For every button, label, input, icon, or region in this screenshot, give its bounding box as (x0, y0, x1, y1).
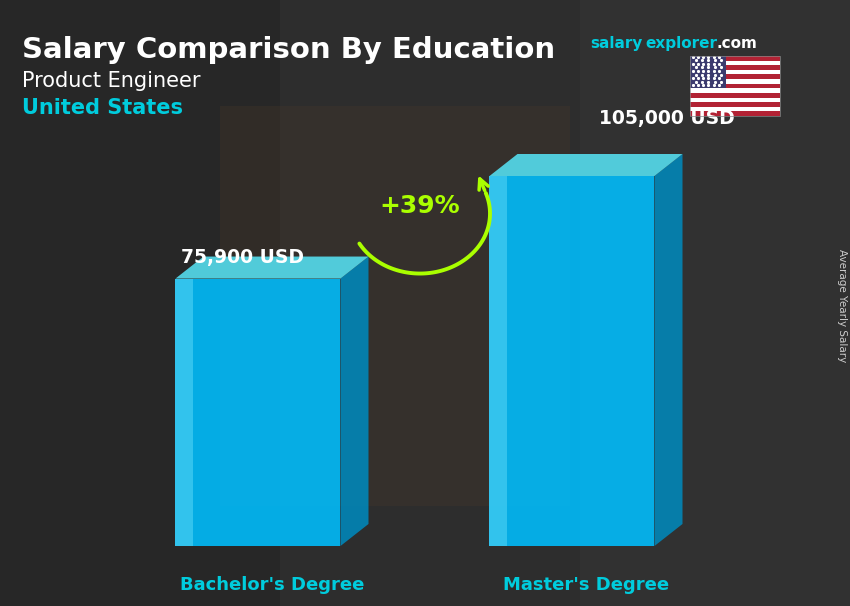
Text: explorer: explorer (645, 36, 717, 51)
Bar (690, 79, 780, 84)
Text: United States: United States (22, 98, 183, 118)
Bar (690, 75, 780, 79)
Text: .com: .com (717, 36, 758, 51)
Bar (690, 102, 780, 107)
Bar (690, 88, 780, 93)
Text: Master's Degree: Master's Degree (503, 576, 669, 594)
Bar (690, 56, 780, 116)
Text: Product Engineer: Product Engineer (22, 71, 201, 91)
Bar (690, 107, 780, 112)
Text: Bachelor's Degree: Bachelor's Degree (180, 576, 364, 594)
Bar (690, 98, 780, 102)
Bar (220, 106, 570, 506)
Bar (690, 112, 780, 116)
Polygon shape (175, 279, 341, 546)
Bar (690, 61, 780, 65)
Polygon shape (490, 176, 507, 546)
Polygon shape (490, 154, 683, 176)
Bar (690, 56, 780, 61)
Polygon shape (175, 256, 369, 279)
Text: 75,900 USD: 75,900 USD (182, 247, 304, 267)
Bar (0, 0, 280, 606)
Bar (580, 0, 850, 606)
Bar (690, 56, 726, 88)
Bar (690, 93, 780, 98)
Polygon shape (341, 256, 369, 546)
Polygon shape (654, 154, 683, 546)
Bar (690, 84, 780, 88)
Text: Salary Comparison By Education: Salary Comparison By Education (22, 36, 555, 64)
Polygon shape (175, 279, 194, 546)
Bar (690, 65, 780, 70)
Text: 105,000 USD: 105,000 USD (599, 109, 735, 128)
Text: Average Yearly Salary: Average Yearly Salary (837, 250, 847, 362)
Bar (690, 70, 780, 75)
Text: salary: salary (590, 36, 643, 51)
Text: +39%: +39% (380, 193, 461, 218)
Polygon shape (490, 176, 654, 546)
